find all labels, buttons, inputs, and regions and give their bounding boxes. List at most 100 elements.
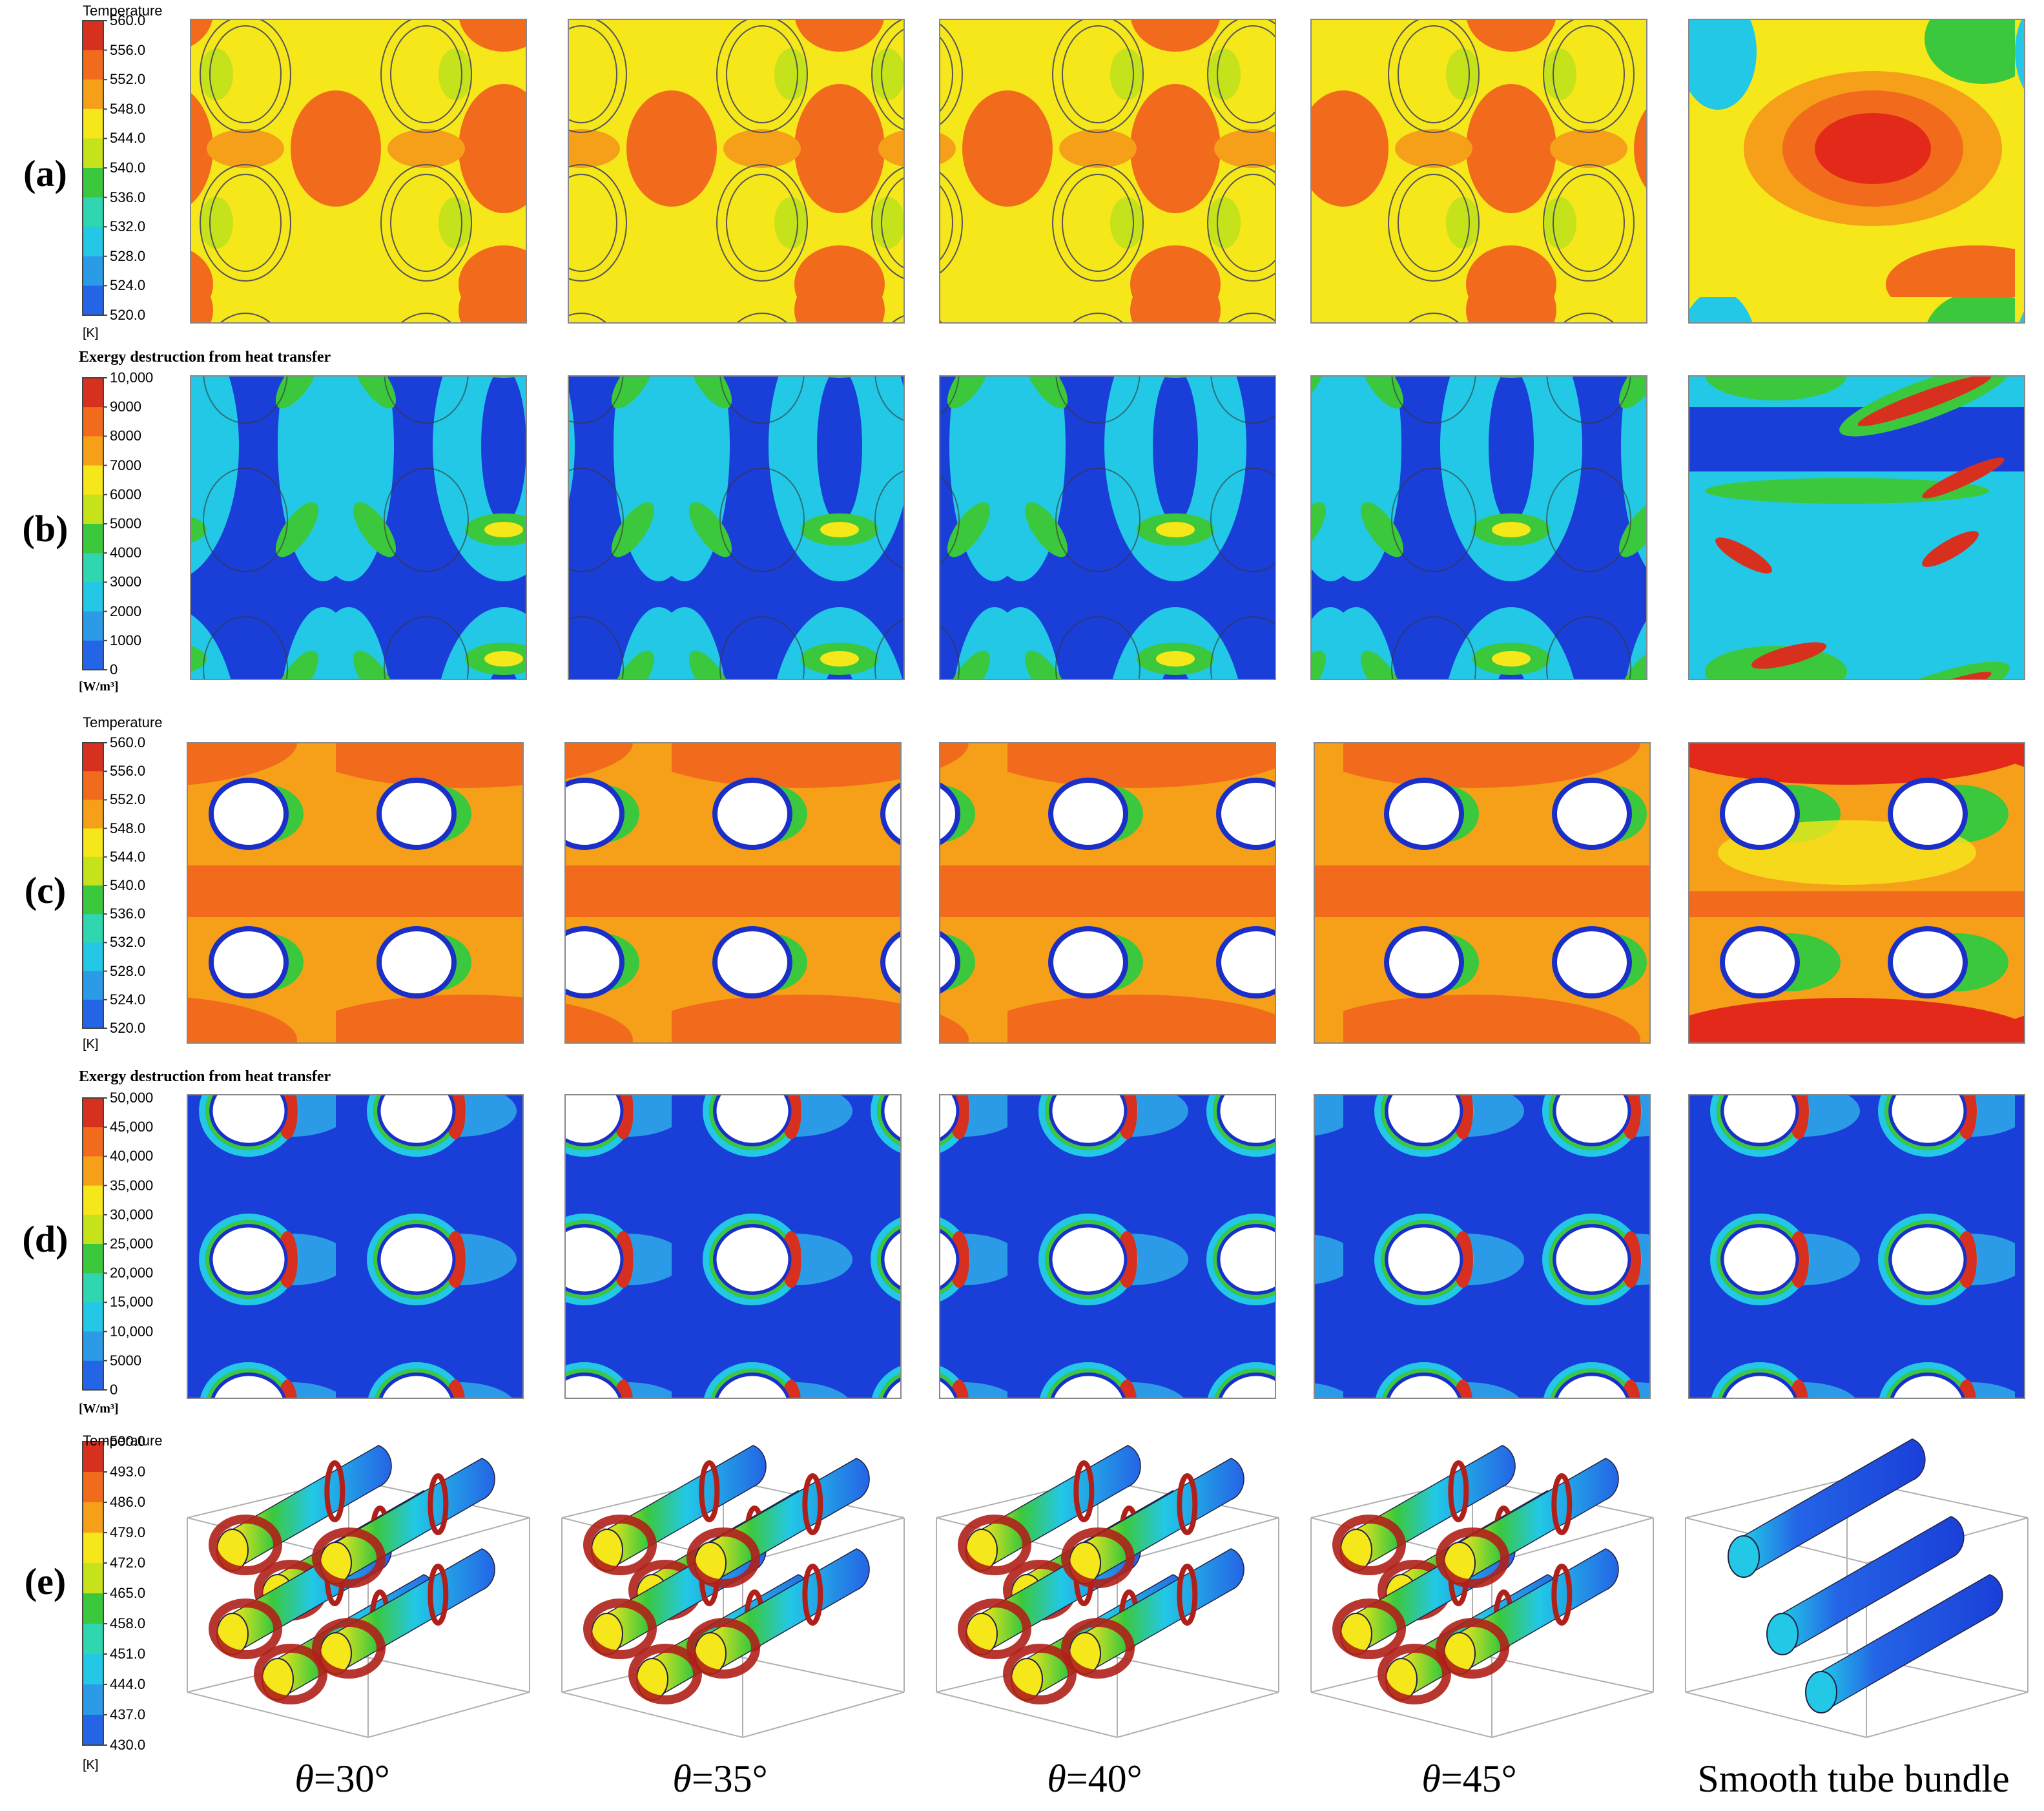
tube-fin: [324, 1460, 346, 1522]
colorbar-band: [83, 21, 103, 51]
colorbar-band: [83, 407, 103, 437]
tube-fin: [209, 1599, 282, 1659]
cube-edge: [1866, 1692, 2029, 1738]
cube-edge: [561, 1692, 743, 1738]
cube-edge: [742, 1517, 905, 1564]
tick-label: 560.0: [110, 734, 146, 750]
tick-label: 465.0: [110, 1585, 146, 1601]
tick-label: 50,000: [110, 1090, 154, 1106]
tick-label: 536.0: [110, 906, 146, 922]
tube-fin: [1061, 1618, 1135, 1679]
tick-label: 0: [110, 1382, 118, 1398]
tick-label: 520.0: [110, 307, 146, 323]
tube-end: [1728, 1535, 1760, 1578]
tick-label: 6000: [110, 486, 141, 502]
tick-label: 544.0: [110, 848, 146, 865]
colorbar-band: [83, 1563, 103, 1594]
colorbar-band: [83, 914, 103, 943]
colorbar-band: [83, 378, 103, 408]
tube-body: [981, 1445, 1141, 1572]
colorbar-band: [83, 942, 103, 972]
tick-label: 430.0: [110, 1737, 146, 1753]
tick-label: 40,000: [110, 1148, 154, 1164]
colorbar-band: [83, 227, 103, 257]
col-label-smooth: Smooth tube bundle: [1697, 1757, 2010, 1800]
colorbar-band: [83, 1624, 103, 1655]
tube-fin: [209, 1515, 282, 1575]
colorbar-band: [83, 553, 103, 583]
legend-title-c: Temperature: [83, 714, 163, 730]
legend-unit-a: [K]: [83, 326, 99, 340]
panel-b-30: [190, 375, 527, 680]
col-label-35: θ=35°: [672, 1757, 768, 1800]
tick-label: 0: [110, 661, 118, 678]
colorbar-band: [83, 885, 103, 915]
tube-fin: [686, 1527, 760, 1588]
colorbar-band: [83, 999, 103, 1029]
cube-edge: [936, 1692, 1118, 1738]
colorbar-band: [83, 138, 103, 169]
tube-body: [1459, 1548, 1619, 1675]
tube-fin: [1061, 1527, 1135, 1588]
panel-d-30: [187, 1094, 524, 1399]
tick-label: 500.0: [110, 1433, 146, 1449]
cube-edge: [1491, 1692, 1654, 1738]
tick-label: 4000: [110, 544, 141, 561]
colorbar-band: [83, 436, 103, 466]
tick-label: 536.0: [110, 189, 146, 205]
tick-label: 556.0: [110, 41, 146, 58]
colorbar-band: [83, 1472, 103, 1503]
cube-edge: [1491, 1517, 1654, 1564]
tick-label: 528.0: [110, 247, 146, 264]
row-label-e: (e): [24, 1560, 67, 1602]
tick-label: 552.0: [110, 791, 146, 808]
panel-a-30: [190, 19, 527, 324]
tube-fin: [254, 1644, 327, 1704]
colorbar-band: [83, 1360, 103, 1391]
tube-body: [335, 1548, 495, 1675]
tube-fin: [958, 1515, 1031, 1575]
tube-body: [606, 1445, 767, 1572]
tick-label: 524.0: [110, 991, 146, 1008]
colorbar-band: [83, 1331, 103, 1361]
tick-label: 10,000: [110, 1323, 154, 1340]
legend-title-e: Temperature: [83, 1433, 163, 1449]
tube-fin: [686, 1618, 760, 1679]
tick-label: 1000: [110, 632, 141, 648]
tick-label: 451.0: [110, 1646, 146, 1662]
tick-label: 556.0: [110, 763, 146, 780]
tube-fin: [312, 1618, 386, 1679]
row-a-panels: [190, 19, 2025, 324]
row-e-panels: [187, 1438, 2029, 1738]
panel-c-smooth: [1688, 742, 2025, 1044]
colorbar-band: [83, 50, 103, 80]
col-label-40: θ=40°: [1047, 1757, 1142, 1800]
tube-body: [710, 1458, 870, 1585]
tube-end: [1805, 1671, 1837, 1713]
tick-label: 458.0: [110, 1615, 146, 1631]
tick-label: 437.0: [110, 1706, 146, 1723]
colorbar-band: [83, 856, 103, 886]
tick-label: 472.0: [110, 1555, 146, 1571]
cube-edge: [742, 1692, 905, 1738]
tube-fin: [1332, 1515, 1406, 1575]
col-label-30: θ=30°: [294, 1757, 390, 1800]
tick-label: 20,000: [110, 1265, 154, 1281]
tube-body: [335, 1458, 495, 1585]
tick-label: 552.0: [110, 71, 146, 88]
colorbar-band: [83, 1214, 103, 1245]
tick-label: 444.0: [110, 1676, 146, 1692]
tube-fin: [1551, 1473, 1573, 1535]
tube-fin: [1436, 1527, 1509, 1588]
tube-body: [1743, 1438, 1926, 1578]
tube-body: [232, 1445, 392, 1572]
tick-label: 10,000: [110, 369, 154, 386]
panel-b-40: [939, 375, 1276, 680]
tick-label: 5000: [110, 515, 141, 532]
legend-unit-e: [K]: [83, 1758, 99, 1772]
colorbar-band: [83, 1098, 103, 1128]
panel-b-smooth: [1688, 375, 2025, 680]
colorbar-band: [83, 1127, 103, 1157]
tick-label: 548.0: [110, 820, 146, 836]
